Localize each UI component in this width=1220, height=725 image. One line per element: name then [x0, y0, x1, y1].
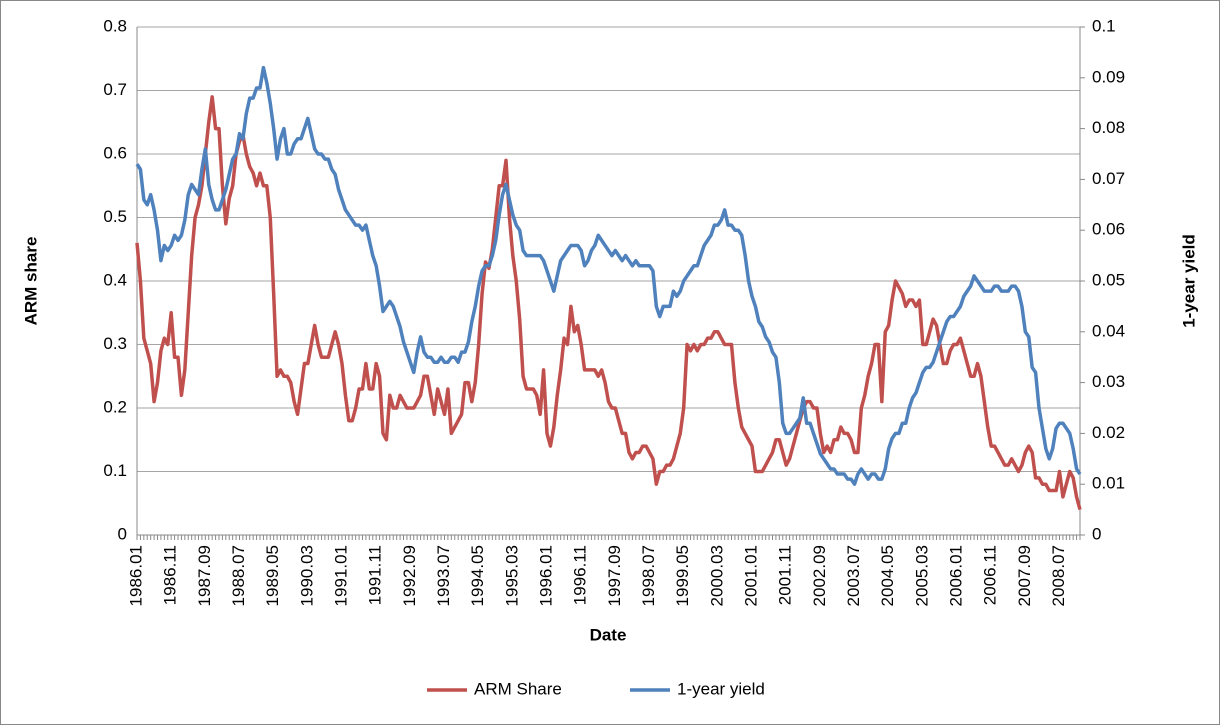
x-tick-label: 2006.11: [981, 545, 1000, 605]
x-tick-label: 1990.03: [297, 545, 316, 606]
y2-tick-label: 0.1: [1092, 16, 1116, 35]
y-tick-label: 0.8: [103, 16, 127, 35]
y-tick-label: 0.5: [103, 207, 127, 226]
y2-tick-label: 0.01: [1092, 474, 1125, 493]
x-tick-label: 1986.01: [126, 545, 145, 606]
y2-tick-label: 0.03: [1092, 372, 1125, 391]
x-tick-label: 2004.05: [878, 545, 897, 606]
y-tick-label: 0.2: [103, 397, 127, 416]
y-tick-label: 0.1: [103, 461, 127, 480]
x-tick-label: 1992.09: [400, 545, 419, 606]
y2-tick-label: 0.04: [1092, 321, 1125, 340]
y2-axis-title: 1-year yield: [1179, 234, 1198, 328]
y2-tick-label: 0.09: [1092, 67, 1125, 86]
x-tick-label: 2002.09: [810, 545, 829, 606]
y-axis-title: ARM share: [21, 237, 40, 326]
y2-tick-label: 0.07: [1092, 169, 1125, 188]
y-tick-label: 0: [118, 524, 127, 543]
x-tick-label: 1999.05: [673, 545, 692, 606]
x-tick-label: 1996.01: [536, 545, 555, 606]
x-tick-label: 1995.03: [502, 545, 521, 606]
y-tick-label: 0.4: [103, 270, 127, 289]
x-tick-label: 2008.07: [1049, 545, 1068, 606]
x-tick-label: 1997.09: [605, 545, 624, 606]
x-tick-label: 1993.07: [434, 545, 453, 606]
x-tick-label: 2007.09: [1015, 545, 1034, 606]
x-tick-label: 2005.03: [912, 545, 931, 606]
legend-label: ARM Share: [474, 679, 562, 698]
x-tick-label: 2000.03: [707, 545, 726, 606]
y2-tick-label: 0.02: [1092, 423, 1125, 442]
legend-label: 1-year yield: [677, 679, 765, 698]
x-tick-label: 1987.09: [195, 545, 214, 606]
x-tick-label: 1991.01: [331, 545, 350, 606]
x-tick-label: 1998.07: [639, 545, 658, 606]
x-tick-label: 1994.05: [468, 545, 487, 606]
y-tick-label: 0.6: [103, 143, 127, 162]
x-tick-label: 2006.01: [946, 545, 965, 606]
x-tick-label: 1986.11: [161, 545, 180, 605]
x-tick-label: 1996.11: [571, 545, 590, 605]
x-tick-label: 2003.07: [844, 545, 863, 606]
series-line: [135, 65, 1082, 486]
series-line: [135, 95, 1082, 511]
x-tick-label: 1988.07: [229, 545, 248, 606]
y-tick-label: 0.7: [103, 80, 127, 99]
x-tick-label: 1989.05: [263, 545, 282, 606]
x-tick-label: 1991.11: [366, 545, 385, 605]
y2-tick-label: 0.08: [1092, 118, 1125, 137]
y-tick-label: 0.3: [103, 334, 127, 353]
x-tick-label: 2001.11: [776, 545, 795, 605]
y2-tick-label: 0.06: [1092, 220, 1125, 239]
y2-tick-label: 0.05: [1092, 270, 1125, 289]
x-tick-label: 2001.01: [741, 545, 760, 606]
x-axis-title: Date: [590, 625, 627, 644]
y2-tick-label: 0: [1092, 524, 1101, 543]
